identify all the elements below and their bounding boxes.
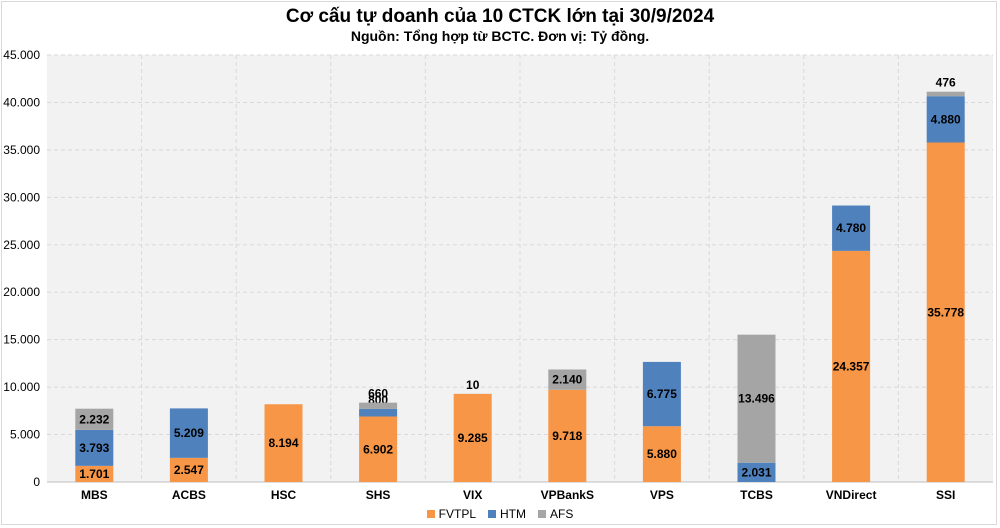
legend-label: AFS: [550, 507, 574, 521]
data-label: 1.701: [79, 467, 109, 481]
y-tick-label: 5.000: [10, 428, 40, 442]
bar-fvtpl: [832, 250, 871, 482]
data-label: 9.718: [552, 429, 582, 443]
x-tick-label: VNDirect: [826, 488, 877, 502]
data-label: 4.780: [836, 221, 866, 235]
data-label: 9.285: [458, 431, 488, 445]
x-tick-label: VPS: [650, 488, 674, 502]
data-label: 2.547: [174, 463, 204, 477]
y-tick-label: 40.000: [3, 95, 40, 109]
legend-label: HTM: [500, 507, 526, 521]
y-tick-label: 20.000: [3, 285, 40, 299]
bar-fvtpl: [359, 416, 398, 482]
x-tick-label: ACBS: [172, 488, 206, 502]
bar-fvtpl: [75, 465, 114, 482]
legend-swatch: [426, 510, 435, 518]
data-label: 4.880: [931, 112, 961, 126]
bar-afs: [548, 369, 587, 390]
bar-fvtpl: [926, 142, 965, 482]
x-tick-label: TCBS: [740, 488, 773, 502]
data-label: 2.140: [552, 373, 582, 387]
bar-htm: [169, 408, 208, 458]
x-tick-label: VPBankS: [541, 488, 594, 502]
legend: FVTPL HTM AFS: [0, 507, 1000, 521]
data-label: 6.775: [647, 387, 677, 401]
legend-swatch: [538, 510, 546, 518]
data-label: 5.209: [174, 426, 204, 440]
y-tick-label: 30.000: [3, 190, 40, 204]
bar-afs: [926, 91, 965, 97]
data-label: 6.902: [363, 442, 393, 456]
data-label: 24.357: [833, 359, 870, 373]
data-label: 35.778: [927, 305, 964, 319]
x-tick-label: MBS: [81, 488, 108, 502]
bar-fvtpl: [264, 404, 303, 482]
legend-item-fvtpl: FVTPL: [426, 507, 476, 521]
bar-afs: [359, 402, 398, 409]
bar-fvtpl: [169, 457, 208, 482]
bar-htm: [642, 361, 681, 427]
x-tick-label: SHS: [366, 488, 391, 502]
data-label: 476: [936, 76, 956, 90]
bar-fvtpl: [642, 426, 681, 482]
legend-item-afs: AFS: [538, 507, 573, 521]
chart-subtitle: Nguồn: Tổng hợp từ BCTC. Đơn vị: Tỷ đồng…: [350, 28, 650, 44]
bar-afs: [737, 334, 776, 463]
data-label: 13.496: [738, 392, 775, 406]
legend-label: FVTPL: [438, 507, 476, 521]
data-label: 2.031: [741, 465, 771, 479]
y-tick-label: 15.000: [3, 333, 40, 347]
y-tick-label: 25.000: [3, 238, 40, 252]
chart-title: Cơ cấu tự doanh của 10 CTCK lớn tại 30/9…: [285, 6, 715, 27]
data-label: 8.194: [268, 436, 298, 450]
bar-htm: [832, 205, 871, 251]
x-tick-label: HSC: [271, 488, 297, 502]
bar-fvtpl: [453, 393, 492, 482]
data-label: 660: [368, 387, 388, 401]
y-tick-label: 45.000: [3, 48, 40, 62]
bar-htm: [359, 408, 398, 417]
x-tick-label: SSI: [936, 488, 955, 502]
x-tick-label: VIX: [463, 488, 482, 502]
bar-htm: [737, 462, 776, 482]
data-label: 5.880: [647, 447, 677, 461]
y-tick-label: 35.000: [3, 143, 40, 157]
legend-swatch: [488, 510, 496, 518]
y-tick-label: 0: [33, 475, 40, 489]
bar-htm: [75, 429, 114, 466]
data-label: 10: [466, 378, 480, 392]
legend-item-htm: HTM: [488, 507, 526, 521]
bar-htm: [926, 96, 965, 143]
bar-fvtpl: [548, 389, 587, 482]
bar-afs: [75, 408, 114, 430]
data-label: 3.793: [79, 441, 109, 455]
data-label: 2.232: [79, 412, 109, 426]
y-tick-label: 10.000: [3, 380, 40, 394]
